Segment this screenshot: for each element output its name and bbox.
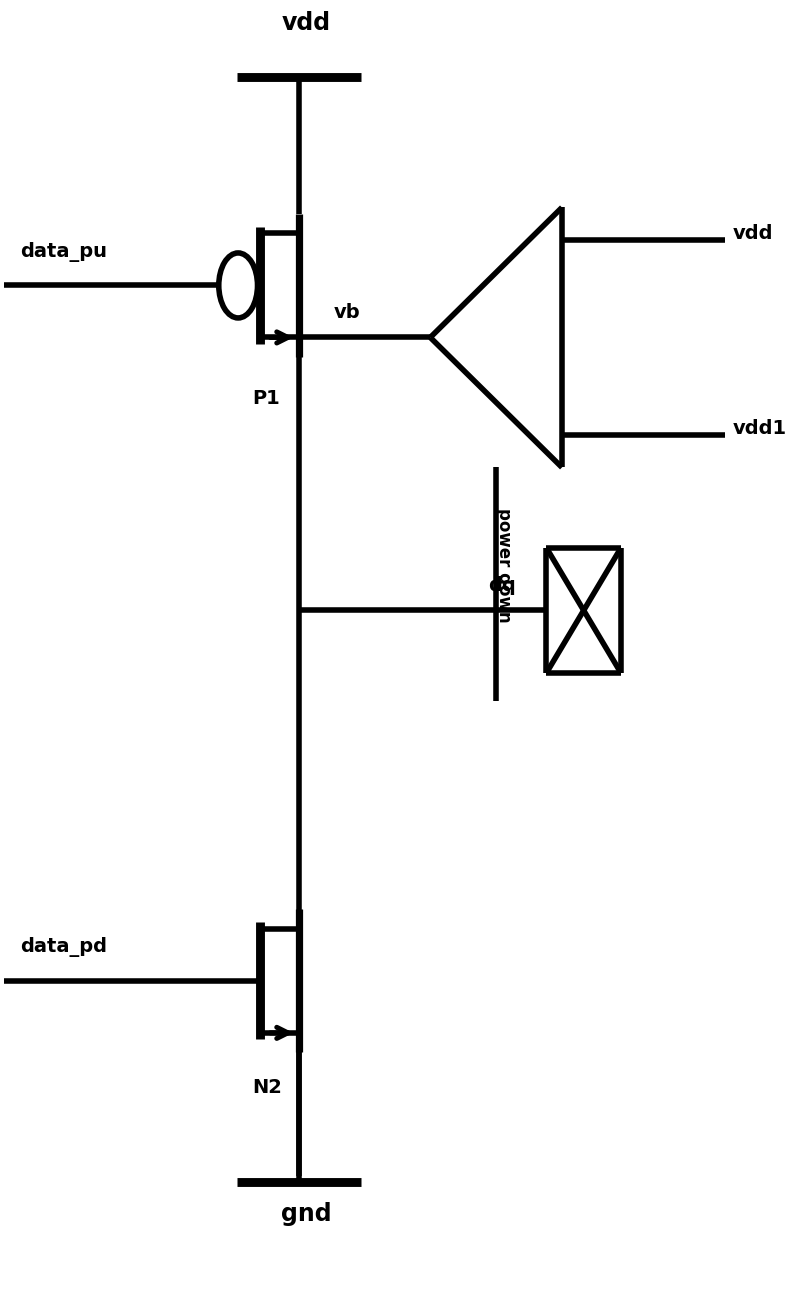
Text: P1: P1: [252, 389, 280, 409]
Text: gnd: gnd: [281, 1201, 332, 1226]
Text: data_pd: data_pd: [20, 938, 106, 958]
Text: power down: power down: [495, 507, 513, 622]
Text: vb: vb: [334, 303, 360, 322]
Text: dq: dq: [488, 576, 515, 595]
Text: vdd: vdd: [733, 224, 773, 242]
Text: N2: N2: [252, 1078, 282, 1098]
Text: data_pu: data_pu: [20, 242, 106, 262]
Text: vdd: vdd: [282, 10, 331, 34]
Text: vdd1: vdd1: [733, 419, 786, 438]
